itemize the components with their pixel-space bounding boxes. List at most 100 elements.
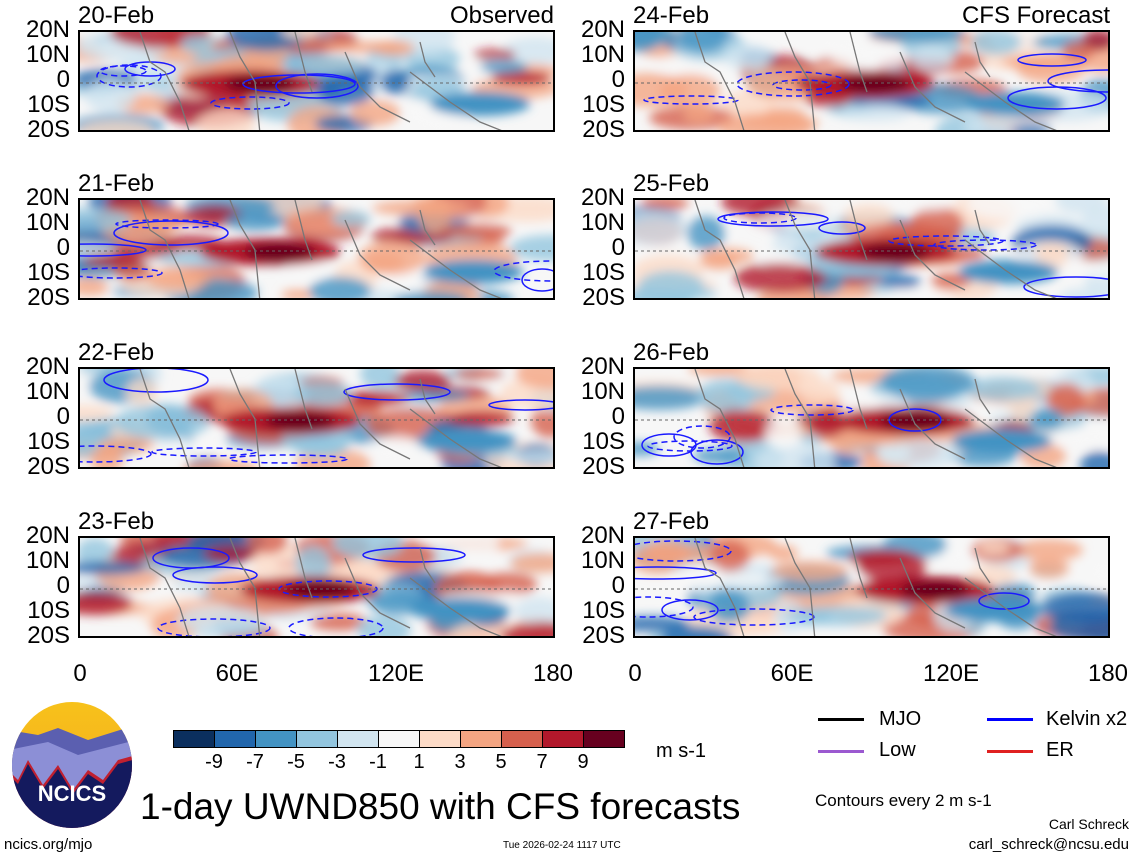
kelvin-contour bbox=[115, 219, 219, 229]
x-tick: 180 bbox=[532, 660, 574, 687]
wind-anomaly-blob bbox=[641, 200, 689, 210]
wind-anomaly-blob bbox=[1062, 41, 1094, 61]
wind-anomaly-blob bbox=[635, 211, 688, 245]
kelvin-contour bbox=[888, 235, 1004, 247]
wind-anomaly-blob bbox=[700, 254, 738, 270]
map-panel-22-Feb bbox=[78, 367, 555, 469]
wind-anomaly-blob bbox=[531, 404, 553, 438]
kelvin-contour bbox=[647, 440, 733, 452]
x-tick: 60E bbox=[215, 660, 259, 687]
wind-anomaly-blob bbox=[693, 448, 747, 464]
wind-anomaly-blob bbox=[709, 409, 777, 443]
wind-anomaly-blob bbox=[765, 417, 801, 449]
map-panel-23-Feb bbox=[78, 536, 555, 638]
kelvin-contour bbox=[1023, 276, 1108, 298]
panel-date: 22-Feb bbox=[78, 339, 155, 366]
x-tick: 0 bbox=[628, 660, 642, 687]
wind-anomaly-blob bbox=[183, 460, 259, 467]
kelvin-contour bbox=[157, 618, 271, 636]
y-tick: 20N bbox=[25, 522, 70, 549]
y-tick: 20S bbox=[27, 622, 70, 649]
kelvin-contour bbox=[1007, 86, 1107, 110]
wind-anomaly-blob bbox=[876, 439, 962, 467]
colorbar-swatch bbox=[379, 731, 420, 747]
wind-anomaly-blob bbox=[480, 60, 528, 74]
colorbar-swatch bbox=[584, 731, 624, 747]
y-tick: 0 bbox=[56, 66, 70, 93]
kelvin-contour bbox=[80, 267, 163, 279]
wind-anomaly-blob bbox=[281, 289, 317, 298]
wind-anomaly-blob bbox=[1029, 558, 1069, 578]
ncics-logo: NCICS bbox=[8, 700, 136, 835]
x-tick: 120E bbox=[367, 660, 425, 687]
x-tick: 60E bbox=[770, 660, 814, 687]
left-header-date: 20-Feb bbox=[78, 2, 155, 29]
wind-anomaly-blob bbox=[734, 263, 826, 293]
wind-anomaly-blob bbox=[755, 444, 835, 467]
y-tick: 0 bbox=[611, 234, 625, 261]
panel-date: 25-Feb bbox=[633, 170, 710, 197]
y-tick: 10N bbox=[25, 378, 70, 405]
kelvin-contour bbox=[228, 454, 348, 464]
wind-anomaly-blob bbox=[357, 615, 411, 636]
wind-anomaly-blob bbox=[454, 369, 504, 380]
y-tick: 20S bbox=[582, 622, 625, 649]
y-tick: 10N bbox=[580, 378, 625, 405]
colorbar-swatch bbox=[256, 731, 297, 747]
kelvin-contour bbox=[80, 445, 152, 463]
panel-date: 26-Feb bbox=[633, 339, 710, 366]
wind-anomaly-blob bbox=[80, 561, 146, 575]
easterly-anomaly bbox=[945, 598, 1045, 622]
kelvin-contour bbox=[673, 425, 731, 449]
kelvin-contour bbox=[723, 212, 797, 224]
wind-anomaly-blob bbox=[841, 105, 911, 121]
y-tick: 0 bbox=[56, 403, 70, 430]
website-url: ncics.org/mjo bbox=[4, 836, 93, 853]
wind-anomaly-blob bbox=[295, 546, 331, 580]
wind-anomaly-blob bbox=[638, 271, 704, 298]
kelvin-contour bbox=[113, 220, 229, 246]
wind-anomaly-blob bbox=[688, 574, 784, 588]
low-legend-label: Low bbox=[879, 739, 916, 761]
colorbar-tick: 3 bbox=[454, 751, 466, 773]
colorbar-tick: -1 bbox=[369, 751, 387, 773]
colorbar-units: m s-1 bbox=[656, 740, 706, 762]
easterly-anomaly bbox=[410, 598, 510, 622]
kelvin-contour bbox=[1047, 69, 1108, 93]
kelvin-contour bbox=[643, 95, 739, 105]
wind-anomaly-blob bbox=[368, 436, 422, 460]
y-tick: 20S bbox=[582, 453, 625, 480]
y-tick: 10S bbox=[27, 597, 70, 624]
wind-anomaly-blob bbox=[514, 597, 553, 625]
y-tick: 0 bbox=[56, 572, 70, 599]
colorbar-swatch bbox=[502, 731, 543, 747]
wind-anomaly-blob bbox=[1090, 560, 1108, 582]
kelvin-contour bbox=[80, 243, 147, 257]
kelvin-contour bbox=[635, 596, 694, 618]
wind-anomaly-blob bbox=[99, 437, 155, 453]
easterly-anomaly bbox=[423, 260, 524, 284]
panel-date: 27-Feb bbox=[633, 508, 710, 535]
kelvin-contour bbox=[288, 617, 384, 636]
easterly-anomaly bbox=[416, 429, 517, 453]
kelvin-contour bbox=[693, 608, 815, 626]
y-tick: 0 bbox=[56, 234, 70, 261]
coastline bbox=[694, 200, 1057, 298]
wind-anomaly-blob bbox=[708, 540, 750, 572]
er-legend-line bbox=[987, 750, 1033, 753]
y-tick: 20S bbox=[27, 116, 70, 143]
wind-anomaly-blob bbox=[771, 561, 849, 581]
kelvin-contour bbox=[210, 96, 290, 110]
wind-anomaly-blob bbox=[768, 545, 798, 561]
kelvin-contour bbox=[152, 547, 230, 569]
easterly-anomaly bbox=[430, 92, 530, 116]
contour-note: Contours every 2 m s-1 bbox=[815, 791, 992, 810]
wind-anomaly-blob bbox=[1049, 610, 1108, 636]
wind-anomaly-blob bbox=[879, 275, 921, 289]
y-tick: 20S bbox=[582, 116, 625, 143]
y-tick: 10S bbox=[582, 91, 625, 118]
y-tick: 20N bbox=[25, 353, 70, 380]
wind-anomaly-blob bbox=[737, 369, 821, 391]
y-tick: 10N bbox=[25, 209, 70, 236]
colorbar-swatch bbox=[420, 731, 461, 747]
